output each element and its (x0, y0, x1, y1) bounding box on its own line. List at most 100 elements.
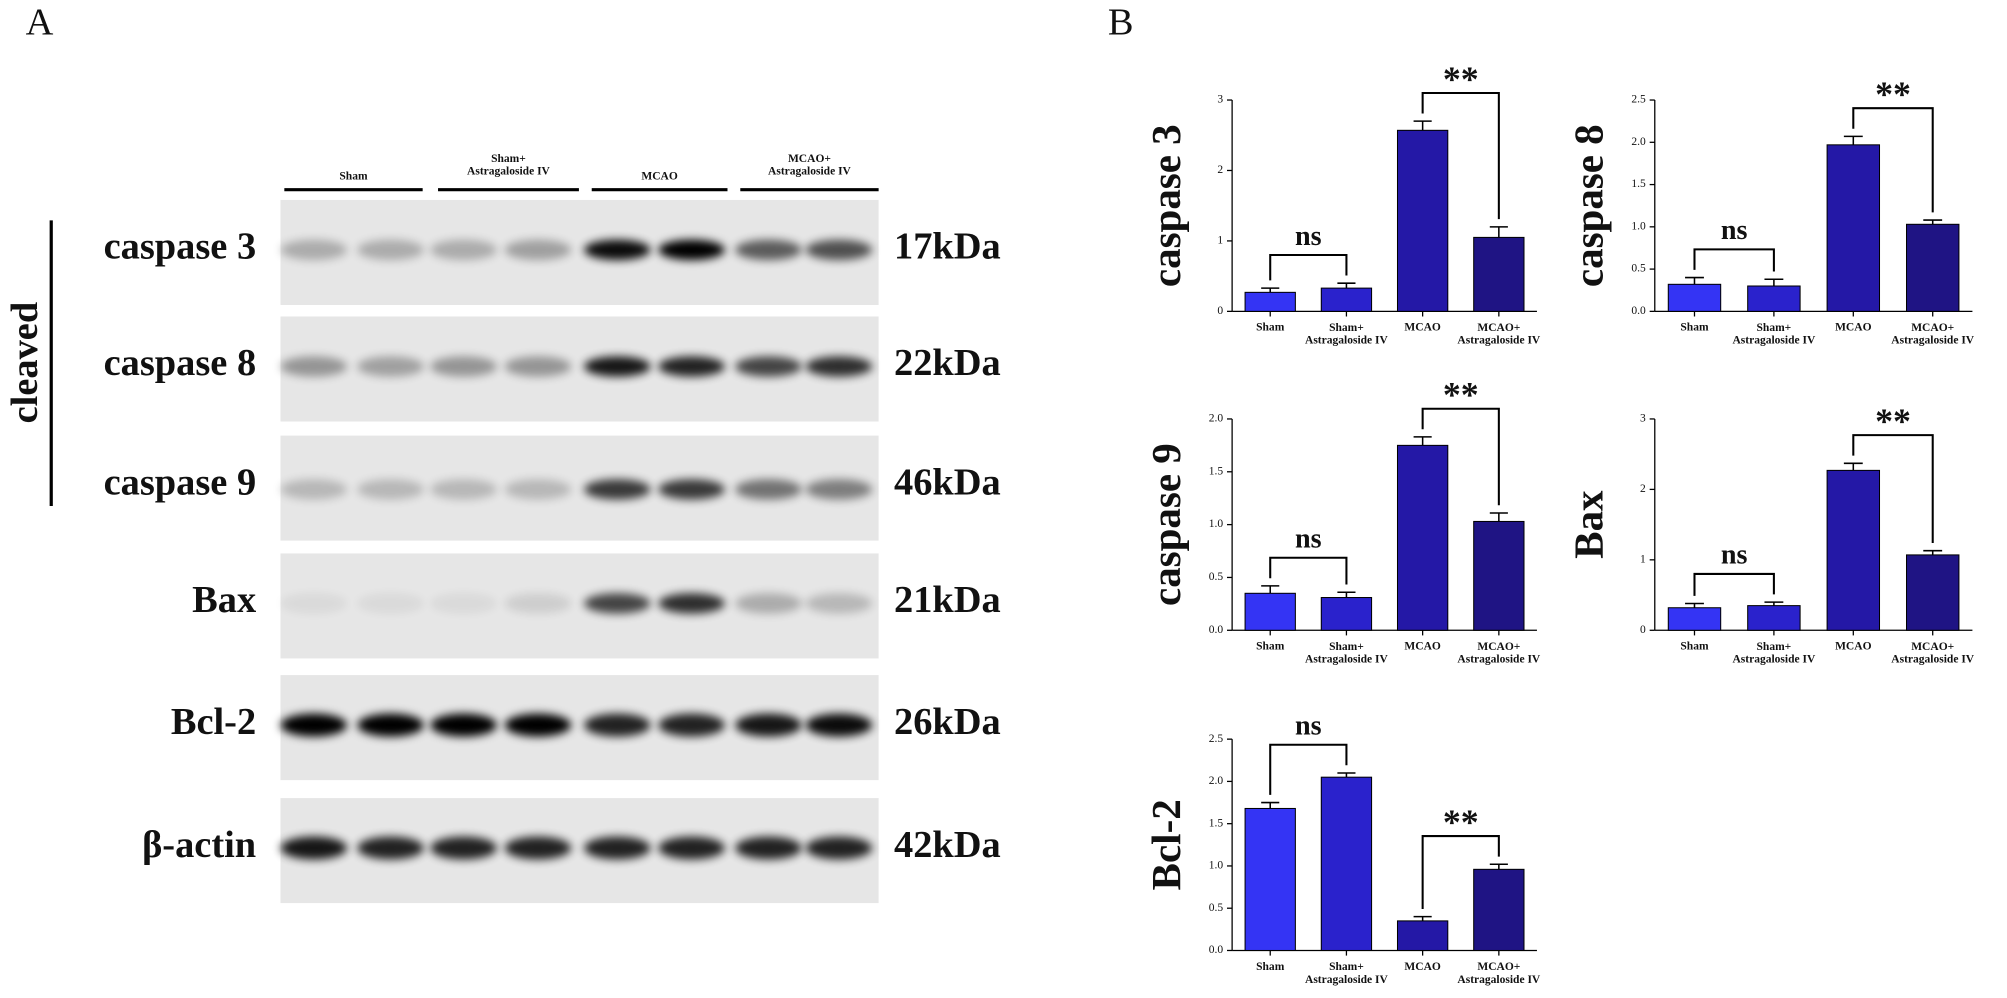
error-bar (1685, 602, 1704, 608)
error-bar (1337, 282, 1356, 289)
significance-bracket (1421, 835, 1500, 909)
y-axis-label: Bcl-2 (1143, 799, 1189, 890)
blot-band (584, 239, 651, 261)
blot-band (735, 713, 802, 737)
blot-band (504, 713, 572, 737)
bar (1473, 520, 1525, 631)
blot-band (584, 713, 651, 737)
blot-band (658, 356, 725, 377)
blot-band (584, 479, 651, 500)
blot-band (430, 713, 497, 737)
error-bar (1764, 601, 1784, 606)
bar (1826, 144, 1881, 312)
blot-band (504, 239, 572, 261)
size-label: 17kDa (894, 226, 1001, 268)
significance-bracket (1852, 107, 1934, 213)
bar (1473, 868, 1525, 951)
blot-band (357, 356, 424, 377)
significance-bracket (1269, 556, 1348, 585)
blot-band (658, 836, 725, 860)
blot-band (504, 479, 572, 500)
bar (1244, 291, 1296, 312)
bar (1667, 607, 1722, 631)
y-tick-label: 0.5 (1209, 902, 1224, 914)
error-bar (1261, 287, 1280, 293)
x-tick-label: MCAO+ Astragaloside IV (1891, 322, 1975, 347)
y-tick-label: 2.5 (1209, 733, 1224, 745)
significance-label: ** (1443, 375, 1479, 415)
significance-label: ** (1443, 59, 1479, 99)
blot-band (805, 479, 873, 500)
y-tick-label: 1.0 (1631, 220, 1646, 232)
blot-band (357, 593, 424, 614)
y-tick-label: 1.5 (1631, 178, 1646, 190)
size-label: 46kDa (894, 461, 1001, 503)
error-bar (1489, 863, 1508, 870)
blot-band (357, 713, 424, 737)
x-tick-label: MCAO (1404, 641, 1441, 653)
blot-band (280, 479, 348, 500)
significance-label: ns (1295, 711, 1322, 742)
y-tick-label: 0 (1217, 305, 1223, 317)
error-bar (1923, 219, 1943, 225)
row-label: caspase 3 (104, 226, 257, 268)
blot-band (430, 593, 497, 614)
bar (1826, 469, 1881, 631)
x-tick-label: Sham+ Astragaloside IV (1305, 322, 1389, 347)
significance-label: ** (1875, 74, 1911, 114)
bar (1320, 287, 1373, 312)
blot-band (430, 356, 497, 377)
cleaved-label: cleaved (4, 302, 46, 424)
error-bar (1923, 549, 1943, 555)
error-bar (1685, 276, 1704, 285)
blot-band (430, 836, 497, 860)
blot-band (357, 479, 424, 500)
blot-band (504, 593, 572, 614)
blot-band (584, 593, 651, 614)
group-label: Sham (339, 171, 368, 183)
y-tick-label: 2 (1217, 164, 1223, 176)
y-tick-label: 1.5 (1209, 465, 1224, 477)
size-label: 26kDa (894, 701, 1001, 743)
error-bar (1337, 591, 1356, 598)
significance-bracket (1693, 248, 1775, 272)
y-axis-label: caspase 8 (1566, 124, 1612, 287)
y-tick-label: 0 (1640, 624, 1646, 636)
x-tick-label: Sham (1680, 641, 1709, 653)
significance-bracket (1421, 407, 1500, 506)
y-tick-label: 1.5 (1209, 817, 1224, 829)
y-tick-label: 1 (1217, 235, 1223, 247)
blot-band (805, 836, 873, 860)
error-bar (1413, 915, 1432, 921)
error-bar (1261, 585, 1280, 594)
bar (1667, 283, 1722, 312)
blot-band (735, 356, 802, 377)
blot-band (805, 593, 873, 614)
y-tick-label: 0.5 (1631, 263, 1646, 275)
blot-band (280, 836, 348, 860)
y-axis-label: caspase 9 (1143, 443, 1189, 606)
bar (1396, 129, 1449, 312)
size-label: 42kDa (894, 824, 1001, 866)
size-label: 22kDa (894, 342, 1001, 384)
error-bar (1337, 772, 1356, 778)
y-tick-label: 1.0 (1209, 860, 1224, 872)
x-tick-label: MCAO+ Astragaloside IV (1891, 641, 1975, 666)
error-bar (1764, 278, 1784, 287)
blot-band (280, 593, 348, 614)
x-tick-label: Sham+ Astragaloside IV (1732, 322, 1816, 347)
y-tick-label: 2 (1640, 483, 1646, 495)
significance-bracket (1269, 743, 1348, 795)
significance-label: ** (1875, 401, 1911, 441)
blot-band (430, 479, 497, 500)
blot-band (357, 239, 424, 261)
significance-label: ** (1443, 802, 1479, 842)
bar (1244, 592, 1296, 631)
y-axis-label: caspase 3 (1143, 124, 1189, 287)
significance-label: ns (1295, 221, 1322, 252)
blot-band (504, 836, 572, 860)
y-tick-label: 2.5 (1631, 94, 1646, 106)
x-tick-label: MCAO (1835, 641, 1872, 653)
blot-band (658, 593, 725, 614)
significance-label: ns (1721, 215, 1748, 246)
